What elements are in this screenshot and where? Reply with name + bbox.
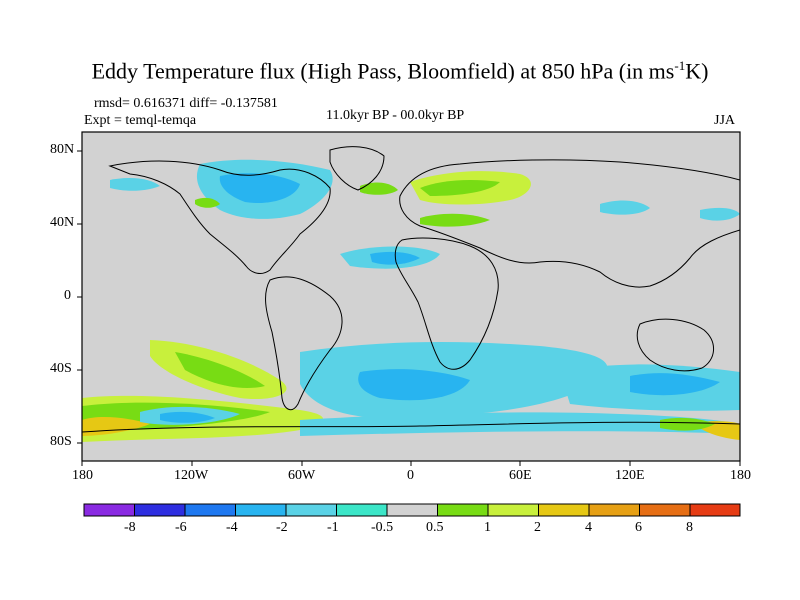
lon-label-180w: 180: [72, 468, 93, 483]
lon-label-180e: 180: [730, 468, 751, 483]
greenland-coast: [329, 146, 385, 191]
colorbar-box-3: [184, 503, 236, 517]
lat-label-40n: 40N: [50, 215, 75, 230]
colorbar-label-11: 6: [635, 520, 642, 535]
colorbar-box-12: [639, 503, 691, 517]
colorbar-box-13: [689, 503, 741, 517]
coastlines: [82, 146, 740, 433]
colorbar-box-7: [386, 503, 438, 517]
colorbar-box-9: [487, 503, 539, 517]
colorbar-label-12: 8: [686, 520, 693, 535]
europe-green: [420, 180, 500, 196]
plot-title: Eddy Temperature flux (High Pass, Bloomf…: [91, 58, 709, 84]
lat-label-80n: 80N: [50, 142, 75, 157]
colorbar-label-6: -0.5: [371, 520, 394, 535]
experiment-label: Expt = temql-temqa: [84, 113, 197, 128]
antarctica-coast: [82, 421, 740, 433]
lon-label-120e: 120E: [615, 468, 645, 483]
contour-fields: [82, 159, 740, 442]
colorbar-label-4: -2: [276, 520, 288, 535]
period-label: 11.0kyr BP - 00.0kyr BP: [326, 108, 465, 123]
arctic-cyan: [110, 178, 160, 191]
colorbar-label-2: -6: [175, 520, 187, 535]
north-america-blue: [219, 173, 300, 204]
colorbar-label-5: -1: [327, 520, 339, 535]
lat-label-0: 0: [64, 288, 71, 303]
colorbar-label-10: 4: [585, 520, 592, 535]
south-indian-blue: [630, 373, 720, 396]
colorbar-box-6: [336, 503, 388, 517]
colorbar-box-2: [134, 503, 186, 517]
stats-label: rmsd= 0.616371 diff= -0.137581: [94, 96, 278, 111]
colorbar-box-8: [437, 503, 489, 517]
colorbar: [83, 503, 741, 517]
lon-label-0: 0: [407, 468, 414, 483]
colorbar-label-3: -4: [226, 520, 238, 535]
south-america-coast: [265, 276, 343, 411]
south-atlantic-blue: [358, 369, 470, 401]
colorbar-box-4: [235, 503, 287, 517]
axis-ticks: [77, 150, 741, 466]
colorbar-label-8: 1: [484, 520, 491, 535]
pacific-blue-south: [160, 411, 215, 423]
lon-label-60e: 60E: [509, 468, 532, 483]
australia-coast: [636, 318, 714, 372]
colorbar-label-9: 2: [534, 520, 541, 535]
mediterranean-green: [420, 213, 490, 227]
antarctic-green-right: [660, 417, 715, 431]
africa-coast: [394, 237, 499, 370]
north-america-coast: [108, 160, 331, 274]
lat-label-40s: 40S: [50, 361, 72, 376]
colorbar-box-1: [83, 503, 135, 517]
alaska-green: [195, 197, 220, 208]
eurasia-coast: [399, 159, 740, 288]
colorbar-label-1: -8: [124, 520, 136, 535]
colorbar-box-5: [285, 503, 337, 517]
north-atlantic-green: [360, 182, 398, 195]
colorbar-box-10: [538, 503, 590, 517]
lat-label-80s: 80S: [50, 434, 72, 449]
colorbar-label-7: 0.5: [426, 520, 444, 535]
season-label: JJA: [714, 113, 736, 128]
lon-label-120w: 120W: [174, 468, 209, 483]
north-pacific-cyan: [600, 200, 650, 215]
north-pacific-cyan-2: [700, 207, 740, 221]
lon-label-60w: 60W: [288, 468, 316, 483]
southeast-pacific-green: [175, 352, 265, 389]
colorbar-box-11: [588, 503, 640, 517]
